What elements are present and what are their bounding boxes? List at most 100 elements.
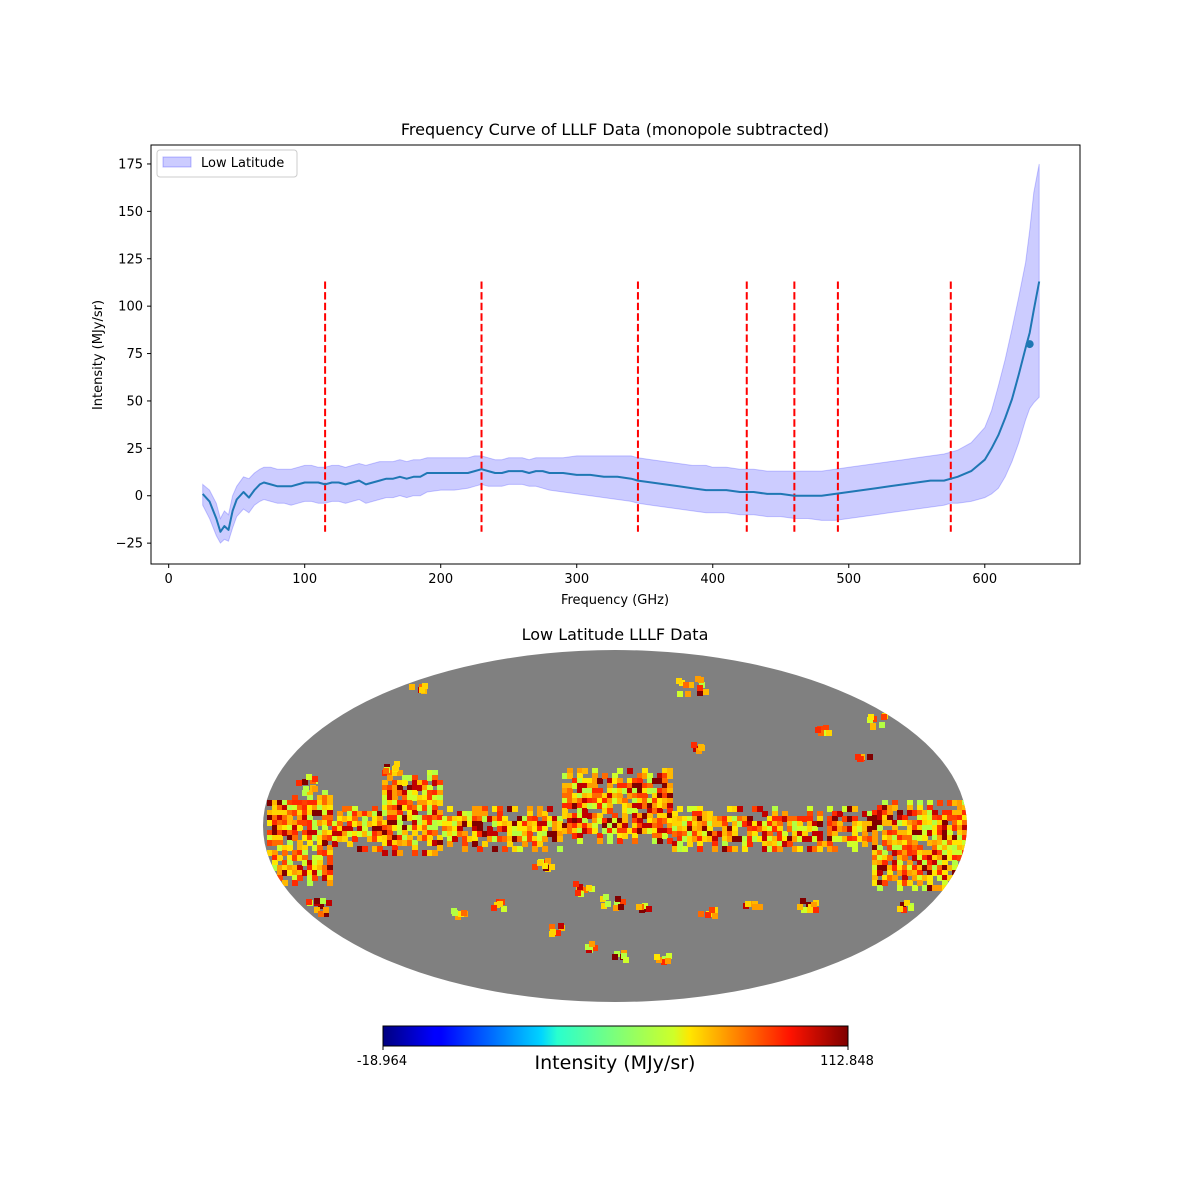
sky-pixel [437,785,443,791]
sky-pixel [882,830,888,836]
sky-pixel [677,846,683,852]
sky-pixel [957,855,963,861]
sky-pixel [477,816,483,822]
sky-pixel [287,830,293,836]
sky-pixel [787,821,793,827]
sky-pixel [592,793,598,799]
sky-pixel [292,855,298,861]
sky-pixel [887,855,893,861]
sky-pixel [567,813,573,819]
sky-pixel [347,806,353,812]
sky-pixel [922,810,928,816]
sky-pixel [702,811,708,817]
sky-pixel [537,836,543,842]
sky-pixel [292,830,298,836]
sky-pixel [682,816,688,822]
sky-pixel [937,870,943,876]
sky-pixel [907,845,913,851]
sky-pixel [897,840,903,846]
sky-pixel [322,805,328,811]
sky-pixel [422,815,428,821]
sky-pixel [632,818,638,824]
sky-pixel [362,826,368,832]
sky-pixel [582,828,588,834]
sky-pixel [647,778,653,784]
sky-pixel [637,818,643,824]
sky-pixel [272,865,278,871]
sky-pixel [377,831,383,837]
sky-pixel [702,816,708,822]
y-tick-label: 0 [135,489,143,504]
sky-pixel [592,778,598,784]
sky-pixel [732,826,738,832]
sky-pixel [917,825,923,831]
sky-pixel [527,831,533,837]
sky-pixel [727,826,733,832]
sky-pixel [872,830,878,836]
sky-pixel [302,870,308,876]
sky-pixel [462,821,468,827]
sky-pixel [357,826,363,832]
sky-pixel [562,808,568,814]
sky-pixel [302,810,308,816]
sky-pixel [922,830,928,836]
sky-pixel [461,910,467,916]
sky-pixel [412,850,418,856]
sky-pixel [902,855,908,861]
sky-pixel [897,830,903,836]
sky-pixel [642,803,648,809]
sky-pixel [887,830,893,836]
sky-pixel [677,691,683,697]
sky-pixel [397,840,403,846]
sky-pixel [432,805,438,811]
sky-pixel [882,805,888,811]
sky-pixel [657,823,663,829]
sky-pixel [312,776,318,782]
sky-pixel [912,875,918,881]
sky-pixel [567,823,573,829]
sky-pixel [397,815,403,821]
sky-pixel [497,811,503,817]
sky-pixel [297,870,303,876]
sky-pixel [572,828,578,834]
sky-pixel [632,788,638,794]
sky-pixel [437,800,443,806]
sky-pixel [537,811,543,817]
sky-pixel [555,930,561,936]
sky-pixel [677,841,683,847]
sky-pixel [882,840,888,846]
sky-pixel [637,778,643,784]
sky-pixel [407,805,413,811]
sky-pixel [327,845,333,851]
sky-pixel [542,846,548,852]
sky-pixel [292,835,298,841]
sky-pixel [337,836,343,842]
sky-pixel [692,806,698,812]
sky-pixel [797,816,803,822]
sky-pixel [837,836,843,842]
sky-pixel [612,828,618,834]
sky-pixel [612,818,618,824]
sky-pixel [357,821,363,827]
sky-pixel [942,850,948,856]
sky-pixel [562,773,568,779]
sky-pixel [908,905,914,911]
sky-pixel [877,855,883,861]
sky-pixel [527,836,533,842]
sky-pixel [402,795,408,801]
sky-pixel [907,835,913,841]
sky-pixel [392,820,398,826]
sky-pixel [872,815,878,821]
sky-pixel [897,820,903,826]
sky-pixel [657,803,663,809]
sky-pixel [577,778,583,784]
sky-pixel [617,798,623,804]
sky-pixel [827,831,833,837]
sky-pixel [932,855,938,861]
sky-pixel [549,864,555,870]
sky-pixel [587,793,593,799]
sky-pixel [577,833,583,839]
sky-pixel [552,836,558,842]
sky-pixel [667,838,673,844]
sky-pixel [297,840,303,846]
